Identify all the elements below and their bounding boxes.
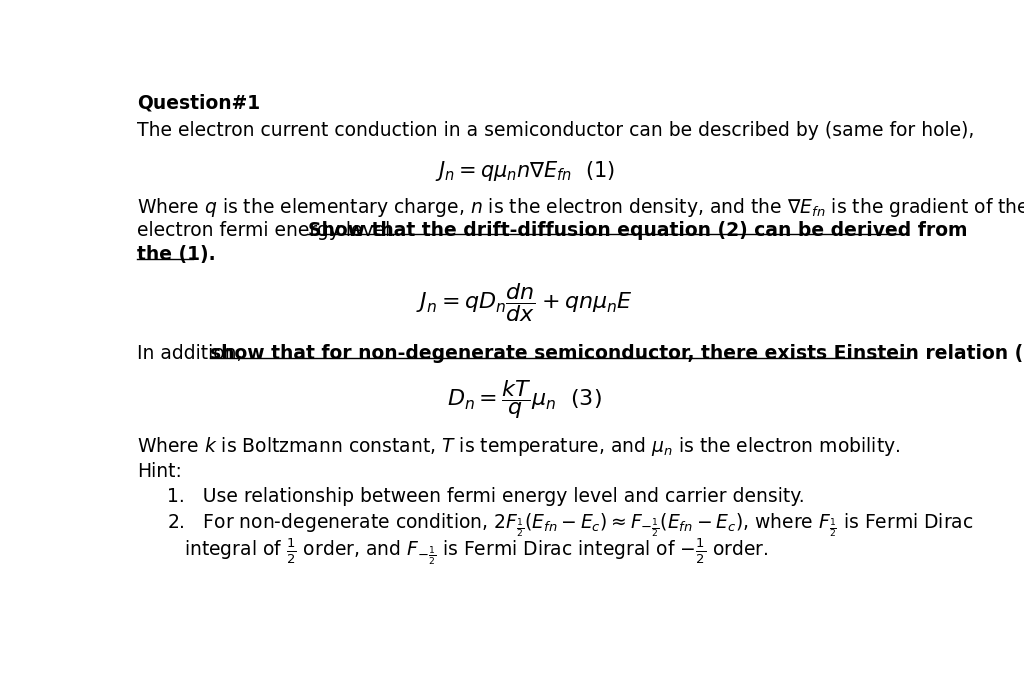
Text: Hint:: Hint:: [137, 462, 182, 482]
Text: The electron current conduction in a semiconductor can be described by (same for: The electron current conduction in a sem…: [137, 120, 975, 140]
Text: Show that the drift-diffusion equation (2) can be derived from: Show that the drift-diffusion equation (…: [308, 221, 968, 239]
Text: 1.   Use relationship between fermi energy level and carrier density.: 1. Use relationship between fermi energy…: [167, 487, 805, 506]
Text: Where $k$ is Boltzmann constant, $T$ is temperature, and $\mu_n$ is the electron: Where $k$ is Boltzmann constant, $T$ is …: [137, 435, 901, 458]
Text: $J_n = qD_n\dfrac{dn}{dx} + qn\mu_n E$: $J_n = qD_n\dfrac{dn}{dx} + qn\mu_n E$: [417, 280, 633, 324]
Text: $J_n = q\mu_n n\nabla E_{fn}\ \ \mathrm{(1)}$: $J_n = q\mu_n n\nabla E_{fn}\ \ \mathrm{…: [435, 159, 614, 183]
Text: Where $q$ is the elementary charge, $n$ is the electron density, and the $\nabla: Where $q$ is the elementary charge, $n$ …: [137, 196, 1024, 219]
Text: integral of $\frac{1}{2}$ order, and $F_{-\frac{1}{2}}$ is Fermi Dirac integral : integral of $\frac{1}{2}$ order, and $F_…: [183, 536, 768, 567]
Text: Question#1: Question#1: [137, 94, 260, 113]
Text: electron fermi energy level.: electron fermi energy level.: [137, 221, 402, 239]
Text: the (1).: the (1).: [137, 246, 216, 264]
Text: In addition,: In addition,: [137, 344, 249, 363]
Text: 2.   For non-degenerate condition, $2F_{\frac{1}{2}}(E_{fn} - E_c) \approx F_{-\: 2. For non-degenerate condition, $2F_{\f…: [167, 511, 973, 538]
Text: show that for non-degenerate semiconductor, there exists Einstein relation (3),: show that for non-degenerate semiconduct…: [210, 344, 1024, 363]
Text: $D_n = \dfrac{kT}{q}\mu_n\ \ \mathrm{(3)}$: $D_n = \dfrac{kT}{q}\mu_n\ \ \mathrm{(3)…: [447, 378, 602, 421]
